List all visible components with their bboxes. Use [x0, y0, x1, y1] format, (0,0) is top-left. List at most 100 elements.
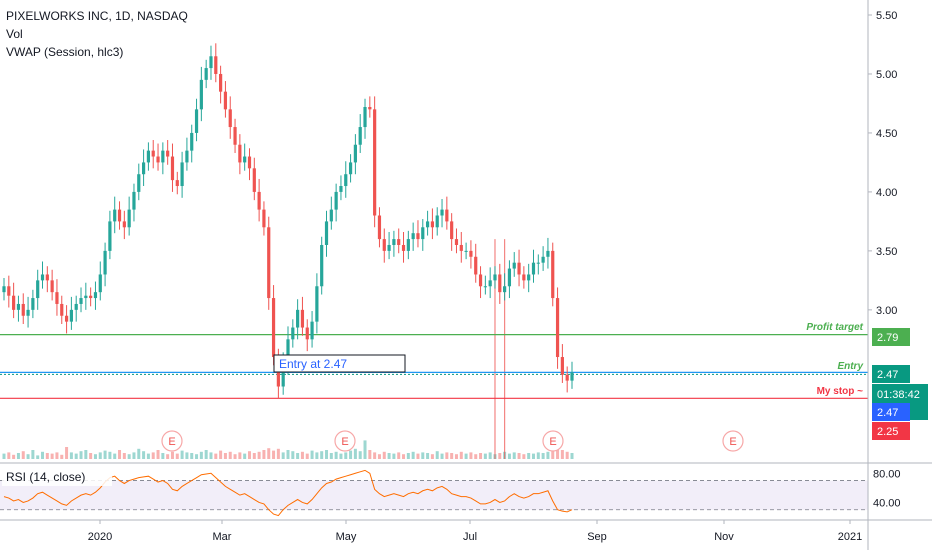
earnings-marker[interactable]: E	[334, 430, 356, 452]
candle-body	[401, 244, 406, 251]
volume-bar	[84, 450, 88, 459]
volume-bar	[161, 453, 165, 459]
volume-bar	[7, 452, 11, 459]
volume-bar	[426, 453, 430, 459]
time-tick-label: May	[336, 531, 357, 543]
volume-bar	[334, 451, 338, 459]
candle-body	[243, 156, 247, 163]
time-tick-label: 2021	[838, 531, 862, 543]
rsi-legend[interactable]: RSI (14, close)	[2, 468, 112, 486]
volume-bar	[267, 448, 271, 459]
volume-bar	[459, 451, 463, 459]
candle-body	[79, 298, 83, 304]
candle-body	[252, 168, 256, 192]
candle-body	[406, 239, 410, 251]
candle-body	[474, 256, 478, 275]
volume-bar	[60, 454, 64, 459]
candle-body	[522, 274, 526, 281]
symbol-title[interactable]: PIXELWORKS INC, 1D, NASDAQ	[6, 9, 188, 23]
price-tick-label: 4.00	[876, 187, 897, 199]
grid-layer	[0, 480, 868, 511]
countdown-text: 01:38:42	[877, 389, 920, 401]
stop-tag: 2.25	[872, 422, 910, 440]
rsi-line	[3, 469, 573, 517]
candle-body	[257, 191, 261, 210]
volume-bar	[392, 453, 396, 459]
volume-bar	[507, 453, 511, 459]
candle-body	[570, 372, 574, 381]
candle-body	[199, 79, 203, 110]
volume-bar	[445, 452, 449, 459]
volume-bar	[536, 452, 540, 459]
volume-bar	[517, 453, 521, 459]
candle-body	[320, 244, 324, 287]
candle-body	[166, 150, 170, 157]
indicator-vwap[interactable]: VWAP (Session, hlc3)	[6, 45, 124, 59]
volume-bar	[247, 451, 251, 459]
indicator-vol[interactable]: Vol	[6, 27, 23, 41]
profit-target-value: 2.79	[877, 332, 898, 344]
candle-body	[267, 227, 271, 299]
volume-bar	[209, 452, 213, 459]
candle-body	[40, 274, 45, 281]
earnings-marker[interactable]: E	[161, 430, 183, 452]
volume-bar	[464, 453, 468, 459]
candle-body	[315, 286, 319, 322]
candle-body	[122, 221, 126, 228]
candle-body	[190, 132, 194, 151]
volume-bar	[397, 452, 401, 459]
volume-bar	[243, 453, 247, 459]
candle-body	[146, 150, 151, 163]
volume-bar	[387, 453, 391, 459]
earnings-marker[interactable]: E	[542, 430, 564, 452]
volume-bar	[281, 452, 285, 459]
volume-bar	[373, 452, 377, 459]
candle-body	[127, 209, 131, 228]
volume-bar	[113, 453, 117, 459]
volume-bar	[214, 453, 218, 459]
candle-body	[368, 106, 372, 110]
candle-body	[55, 292, 59, 304]
candle-body	[12, 295, 16, 310]
candle-body	[180, 162, 184, 187]
volume-bar	[151, 452, 155, 459]
candle-body	[517, 262, 521, 275]
profit-target-label: Profit target	[806, 322, 863, 333]
earnings-marker-circle	[161, 430, 183, 452]
volume-bar	[108, 451, 112, 459]
volume-bar	[411, 451, 415, 459]
volume-bar	[325, 450, 329, 459]
volume-bar	[21, 451, 25, 459]
level-layer	[0, 334, 868, 399]
candle-body	[89, 295, 93, 299]
volume-bar	[89, 453, 93, 459]
volume-bar	[103, 450, 107, 459]
stop-value: 2.25	[877, 426, 898, 438]
volume-bar	[223, 453, 227, 459]
volume-bar	[541, 453, 545, 459]
candle-body	[74, 303, 78, 310]
volume-bar	[262, 450, 266, 459]
candle-body	[64, 315, 69, 322]
volume-bar	[546, 451, 550, 459]
rsi-layer	[3, 469, 573, 517]
candle-body	[531, 262, 536, 275]
candle-body	[98, 274, 102, 293]
candle-body	[233, 127, 237, 145]
volume-bar	[363, 440, 367, 459]
candle-body	[238, 144, 242, 163]
candle-body	[209, 56, 213, 69]
time-tick-label: Nov	[714, 531, 734, 543]
profit-target-tag: 2.79	[872, 328, 910, 346]
entry-tag: 2.47	[872, 365, 910, 383]
candle-body	[185, 150, 189, 163]
earnings-marker[interactable]: E	[722, 430, 744, 452]
volume-bar	[55, 452, 59, 459]
candle-body	[551, 250, 555, 299]
candle-body	[113, 209, 117, 222]
entry-note[interactable]: Entry at 2.47	[273, 354, 406, 373]
volume-bar	[430, 454, 434, 459]
volume-bar	[170, 451, 174, 459]
candle-body	[363, 106, 367, 128]
